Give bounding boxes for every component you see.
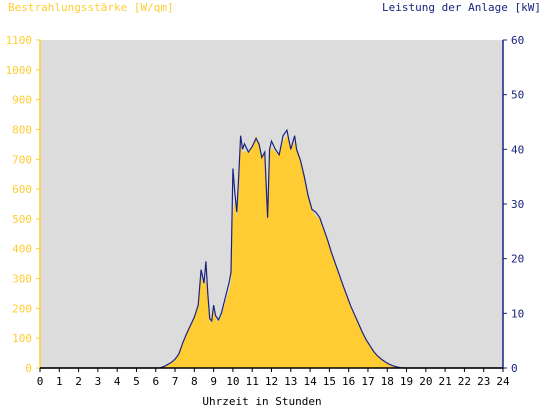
- left-tick-label: 100: [12, 332, 32, 345]
- right-tick-label: 50: [511, 89, 524, 102]
- right-tick-label: 10: [511, 307, 524, 320]
- left-tick-label: 700: [12, 153, 32, 166]
- x-axis-ticks: 0 1 2 3 4 5 6 7 8 9 10 11 12 13 14 15 16 17 18 19 20 21 22 23 24: [37, 368, 510, 388]
- x-tick-label: 23: [477, 375, 490, 388]
- x-tick-label: 6: [152, 375, 159, 388]
- right-axis-title: Leistung der Anlage [kW]: [382, 1, 541, 14]
- x-tick-label: 15: [323, 375, 336, 388]
- power-line-layer: [40, 128, 503, 369]
- right-tick-label: 40: [511, 143, 524, 156]
- x-tick-label: 13: [284, 375, 297, 388]
- x-tick-label: 19: [400, 375, 413, 388]
- x-tick-label: 20: [419, 375, 432, 388]
- x-tick-label: 10: [226, 375, 239, 388]
- left-tick-label: 400: [12, 243, 32, 256]
- x-tick-label: 0: [37, 375, 44, 388]
- left-tick-label: 600: [12, 183, 32, 196]
- left-tick-label: 800: [12, 123, 32, 136]
- left-tick-label: 300: [12, 273, 32, 286]
- x-tick-label: 8: [191, 375, 198, 388]
- left-tick-label: 500: [12, 213, 32, 226]
- right-tick-label: 60: [511, 34, 524, 47]
- x-tick-label: 21: [439, 375, 452, 388]
- x-tick-label: 17: [361, 375, 374, 388]
- right-axis-ticks: 0 10 20 30 40 50 60: [503, 34, 524, 375]
- left-axis-title: Bestrahlungsstärke [W/qm]: [8, 1, 174, 14]
- x-tick-label: 7: [172, 375, 179, 388]
- left-tick-label: 200: [12, 302, 32, 315]
- x-tick-label: 18: [381, 375, 394, 388]
- x-tick-label: 22: [458, 375, 471, 388]
- x-tick-label: 2: [75, 375, 82, 388]
- left-axis-ticks: 0 100 200 300 400 500 600 700 800 900 1000 1100: [6, 34, 40, 375]
- right-tick-label: 30: [511, 198, 524, 211]
- left-tick-label: 1000: [6, 64, 33, 77]
- irradiance-area: [40, 135, 503, 368]
- irradiance-area-layer: [40, 135, 503, 368]
- left-tick-label: 900: [12, 94, 32, 107]
- x-tick-label: 14: [303, 375, 317, 388]
- x-tick-label: 11: [246, 375, 259, 388]
- x-tick-label: 12: [265, 375, 278, 388]
- left-tick-label: 0: [25, 362, 32, 375]
- right-tick-label: 20: [511, 253, 524, 266]
- x-axis-title: Uhrzeit in Stunden: [202, 395, 321, 408]
- x-tick-label: 24: [496, 375, 510, 388]
- x-tick-label: 16: [342, 375, 355, 388]
- left-tick-label: 1100: [6, 34, 33, 47]
- power-line: [40, 128, 503, 369]
- x-tick-label: 3: [95, 375, 102, 388]
- x-tick-label: 5: [133, 375, 140, 388]
- x-tick-label: 4: [114, 375, 121, 388]
- right-tick-label: 0: [511, 362, 518, 375]
- x-tick-label: 1: [56, 375, 63, 388]
- x-tick-label: 9: [210, 375, 217, 388]
